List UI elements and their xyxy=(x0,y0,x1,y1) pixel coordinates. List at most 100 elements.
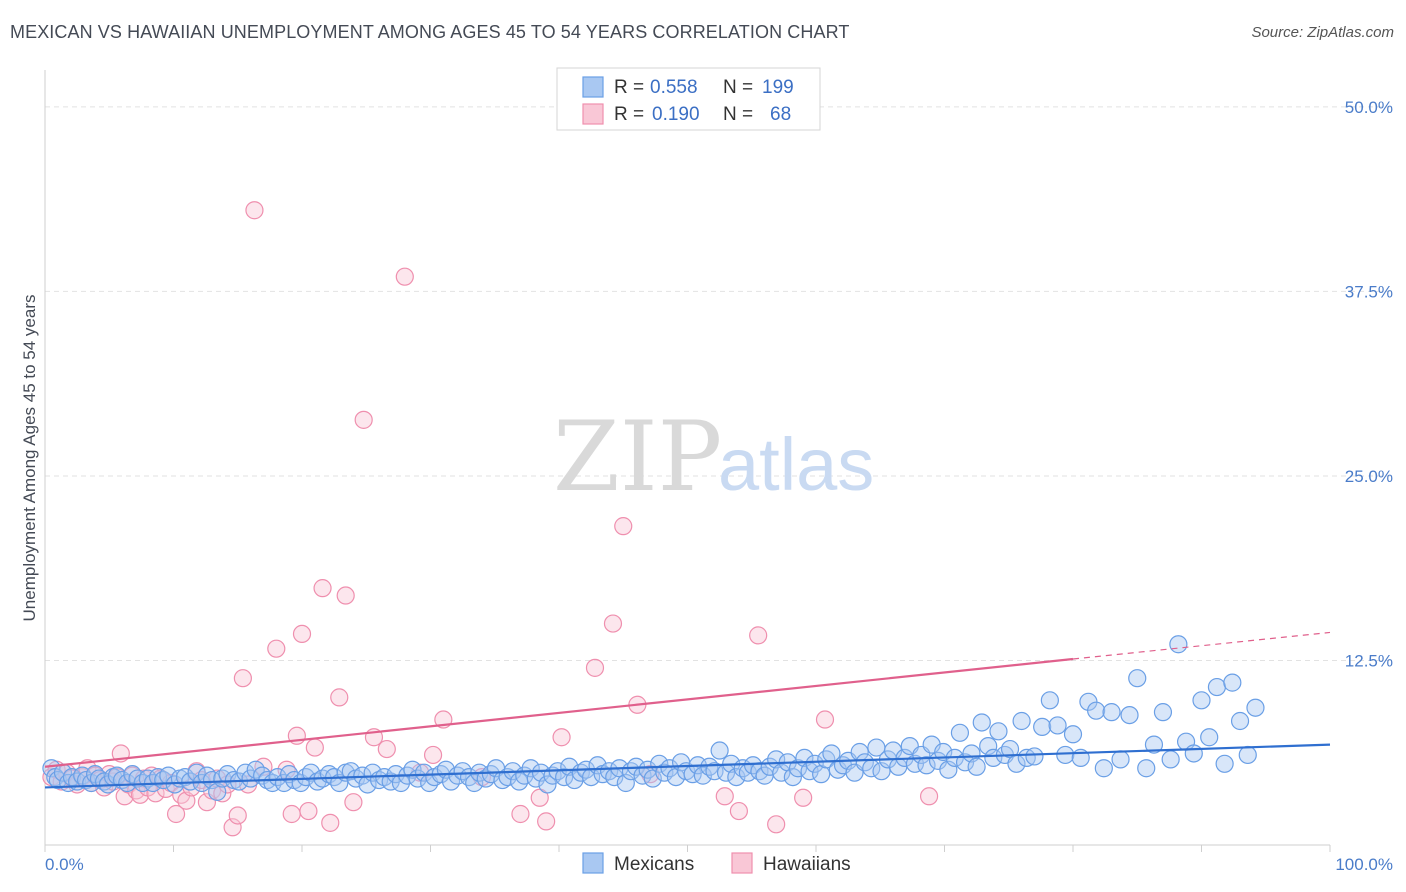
mexicans-point xyxy=(1094,759,1113,778)
hawaiians-point xyxy=(245,201,264,220)
mexicans-point xyxy=(1111,750,1130,769)
hawaiians-trend-extension xyxy=(1072,631,1331,660)
hawaiians-point xyxy=(330,688,349,707)
mexicans-point xyxy=(979,736,998,756)
watermark: ZIP atlas xyxy=(553,401,874,513)
mexicans-point xyxy=(939,760,958,779)
mexicans-point xyxy=(555,767,574,787)
axes xyxy=(44,70,1331,852)
legend-n-label: N = xyxy=(723,104,753,125)
mexicans-point xyxy=(465,773,484,793)
mexicans-point xyxy=(118,773,137,793)
hawaiians-point xyxy=(305,738,324,757)
mexicans-point xyxy=(989,722,1008,741)
hawaiians-point xyxy=(172,785,191,804)
mexicans-point xyxy=(783,767,802,787)
series-legend: Mexicans Hawaiians xyxy=(582,852,851,875)
hawaiians-point xyxy=(233,669,252,688)
mexicans-point xyxy=(1025,747,1044,766)
mexicans-point xyxy=(1153,703,1173,722)
trend-lines xyxy=(44,631,1331,789)
bottom-legend-swatch-mexicans xyxy=(582,852,604,874)
legend-n-value-hawaiians: 68 xyxy=(770,104,791,125)
legend-n-label: N = xyxy=(723,77,753,98)
mexicans-point xyxy=(1207,677,1227,697)
watermark-zip: ZIP xyxy=(553,401,722,513)
y-tick-label: 37.5% xyxy=(1345,282,1393,301)
mexicans-point xyxy=(934,742,953,762)
mexicans-point xyxy=(1200,728,1219,747)
mexicans-point xyxy=(1048,716,1067,735)
mexicans-point xyxy=(1137,759,1156,778)
mexicans-point xyxy=(1192,691,1211,710)
mexicans-point xyxy=(1169,635,1188,654)
hawaiians-point xyxy=(815,710,835,729)
mexicans-point xyxy=(386,765,405,784)
hawaiians-point xyxy=(166,804,186,824)
grid-lines xyxy=(45,106,1393,661)
hawaiians-point xyxy=(603,614,623,633)
legend-swatch-hawaiians xyxy=(582,103,604,125)
hawaiians-point xyxy=(344,793,363,812)
hawaiians-point xyxy=(585,658,605,677)
hawaiians-point xyxy=(321,813,340,832)
mexicans-point xyxy=(616,773,635,793)
mexicans-point xyxy=(972,713,991,732)
hawaiians-point xyxy=(715,787,734,806)
hawaiians-point xyxy=(537,812,556,831)
hawaiians-point xyxy=(614,517,633,536)
mexicans-point xyxy=(1246,698,1265,717)
mexicans-point xyxy=(1102,703,1121,722)
hawaiians-point xyxy=(552,728,571,747)
bottom-legend-swatch-hawaiians xyxy=(731,852,753,874)
hawaiians-point xyxy=(282,804,301,824)
mexicans-point xyxy=(967,757,986,776)
legend-r-value-mexicans: 0.558 xyxy=(650,77,698,98)
mexicans-point xyxy=(538,775,557,794)
mexicans-point xyxy=(1223,673,1242,692)
x-tick-label: 0.0% xyxy=(45,855,84,874)
mexicans-point xyxy=(1033,717,1052,737)
hawaiians-point xyxy=(919,787,939,806)
mexicans-point xyxy=(1215,754,1234,773)
mexicans-point xyxy=(788,759,808,778)
mexicans-point xyxy=(187,763,206,782)
mexicans-point xyxy=(1230,711,1250,731)
mexicans-point xyxy=(1238,745,1257,765)
hawaiians-point xyxy=(729,801,749,821)
legend-r-value-hawaiians: 0.190 xyxy=(652,104,700,125)
y-tick-labels: 12.5% 25.0% 37.5% 50.0% xyxy=(1345,98,1393,671)
mexicans-point xyxy=(950,723,970,742)
mexicans-point xyxy=(1056,745,1075,765)
mexicans-point xyxy=(1040,691,1059,710)
legend: R = 0.558 N = 199 R = 0.190 N = 68 xyxy=(556,67,821,131)
mexicans-point xyxy=(710,741,729,760)
y-tick-label: 25.0% xyxy=(1345,467,1393,486)
hawaiians-point xyxy=(223,818,242,837)
mexicans-point xyxy=(89,769,109,788)
hawaiians-point xyxy=(354,410,373,429)
mexicans-point xyxy=(805,754,824,773)
mexicans-point xyxy=(872,762,891,781)
mexicans-points xyxy=(42,635,1265,801)
y-axis-label: Unemployment Among Ages 45 to 54 years xyxy=(20,295,39,622)
hawaiians-trend-line xyxy=(44,657,1074,768)
hawaiians-point xyxy=(767,815,786,834)
hawaiians-point xyxy=(313,579,332,598)
hawaiians-point xyxy=(511,804,530,824)
bottom-legend-label-hawaiians: Hawaiians xyxy=(763,854,851,875)
legend-r-label: R = xyxy=(614,104,644,125)
hawaiians-point xyxy=(228,806,247,825)
hawaiians-point xyxy=(395,267,414,286)
mexicans-point xyxy=(1120,705,1139,725)
bottom-legend-label-mexicans: Mexicans xyxy=(614,854,694,875)
x-tick-labels: 0.0% 100.0% xyxy=(45,855,1393,874)
hawaiians-point xyxy=(794,788,813,807)
mexicans-point xyxy=(1012,711,1031,731)
hawaiians-point xyxy=(377,739,396,759)
hawaiians-points xyxy=(42,201,939,837)
mexicans-point xyxy=(1144,735,1164,754)
mexicans-point xyxy=(1161,750,1180,769)
mexicans-point xyxy=(600,762,619,781)
